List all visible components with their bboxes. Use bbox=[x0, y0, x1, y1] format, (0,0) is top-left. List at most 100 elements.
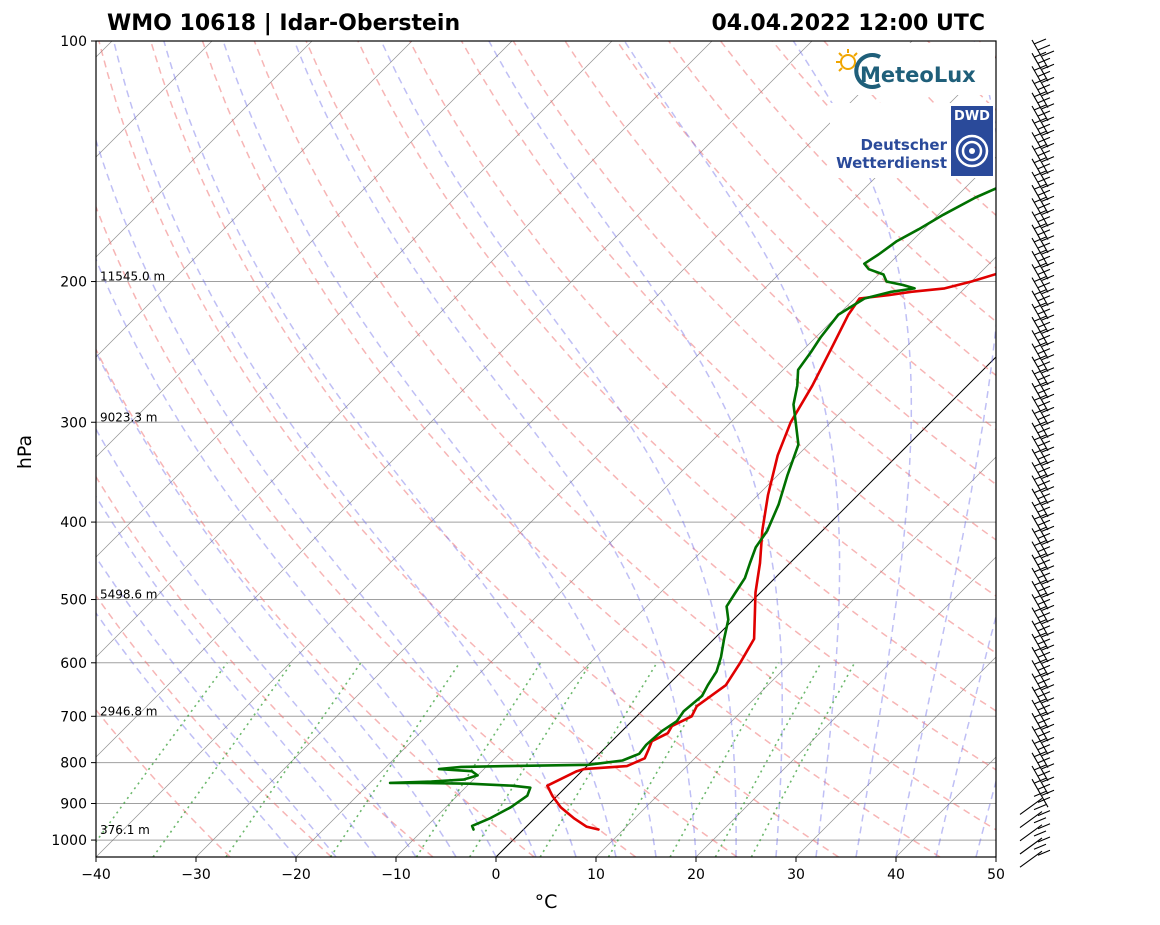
wind-barb bbox=[1031, 738, 1055, 768]
dry-adiabat bbox=[149, 41, 840, 857]
dwd-badge-text: DWD bbox=[954, 109, 990, 124]
wind-barb bbox=[1031, 606, 1055, 636]
wind-barb bbox=[1031, 764, 1055, 795]
x-axis-label: °C bbox=[535, 891, 558, 913]
wind-barb bbox=[1031, 91, 1055, 122]
mixing-ratio-line bbox=[225, 662, 362, 857]
wind-barb bbox=[1031, 38, 1055, 69]
wind-barb bbox=[1031, 64, 1055, 95]
wind-barb bbox=[1031, 698, 1055, 729]
wind-barb bbox=[1031, 632, 1055, 663]
wind-barb bbox=[1019, 790, 1051, 815]
meteolux-logo: MeteoLux bbox=[830, 43, 995, 95]
isotherm bbox=[395, 256, 996, 857]
x-tick-label: −30 bbox=[181, 867, 211, 883]
y-tick-label: 600 bbox=[60, 656, 87, 672]
dry-adiabat bbox=[201, 41, 941, 857]
moist-adiabat bbox=[96, 495, 377, 857]
moist-adiabat bbox=[96, 555, 337, 857]
spiral-icon bbox=[955, 134, 989, 168]
isotherm bbox=[96, 41, 813, 758]
wind-barb bbox=[1031, 355, 1055, 386]
y-tick-label: 400 bbox=[60, 515, 87, 531]
profiles bbox=[388, 187, 996, 831]
height-labels: 11545.0 m 9023.3 m 5498.6 m 2946.8 m 376.1 m bbox=[100, 270, 165, 837]
y-tick-label: 800 bbox=[60, 756, 87, 772]
wind-barb bbox=[1031, 104, 1055, 135]
station-title: WMO 10618 | Idar-Oberstein bbox=[107, 11, 460, 36]
plot-frame bbox=[95, 40, 997, 858]
dwd-line1: Deutscher bbox=[860, 136, 947, 154]
y-tick-label: 900 bbox=[60, 797, 87, 813]
dry-adiabat bbox=[460, 41, 996, 597]
height-label: 9023.3 m bbox=[100, 410, 158, 424]
height-label: 2946.8 m bbox=[100, 704, 158, 718]
isotherm bbox=[96, 41, 713, 658]
dry-adiabat bbox=[978, 41, 996, 59]
mixing-ratio-line bbox=[415, 662, 542, 857]
wind-barb bbox=[1031, 170, 1055, 201]
wind-barb bbox=[1031, 342, 1055, 372]
height-label: 11545.0 m bbox=[100, 270, 165, 284]
dry-adiabat bbox=[96, 205, 637, 857]
moist-adiabat bbox=[380, 41, 737, 857]
height-label: 5498.6 m bbox=[100, 588, 158, 602]
wind-barb bbox=[1031, 51, 1055, 82]
wind-barb bbox=[1031, 183, 1055, 214]
isotherm bbox=[995, 856, 996, 857]
mixing-ratio-line bbox=[96, 662, 228, 844]
thermo-background bbox=[0, 41, 996, 857]
y-tick-label: 200 bbox=[60, 275, 87, 291]
wind-barb bbox=[1031, 289, 1055, 320]
x-tick-label: 10 bbox=[587, 867, 605, 883]
dry-adiabat bbox=[409, 41, 996, 654]
wind-barb bbox=[1031, 619, 1055, 650]
isotherm bbox=[96, 41, 913, 857]
wind-barb bbox=[1031, 262, 1055, 293]
isotherm bbox=[595, 456, 996, 857]
wind-barb bbox=[1031, 236, 1055, 267]
x-tick-label: 20 bbox=[687, 867, 705, 883]
wind-barb bbox=[1031, 276, 1055, 306]
x-tick-label: −40 bbox=[81, 867, 111, 883]
mixing-ratio-line bbox=[539, 662, 658, 857]
moist-adiabat bbox=[96, 137, 537, 857]
moist-adiabat bbox=[96, 427, 417, 857]
wind-barb bbox=[1031, 78, 1055, 108]
y-axis: 100 200 300 400 500 600 700 800 900 1000 bbox=[51, 34, 96, 849]
isotherm bbox=[96, 41, 313, 258]
wind-barb bbox=[1031, 157, 1055, 188]
wind-barb bbox=[1031, 381, 1055, 412]
isotherm bbox=[0, 41, 12, 857]
wind-barb bbox=[1031, 368, 1055, 399]
datetime-title: 04.04.2022 12:00 UTC bbox=[711, 11, 985, 36]
isotherm bbox=[96, 41, 613, 558]
wind-barb bbox=[1031, 672, 1055, 702]
wind-barb bbox=[1031, 500, 1055, 531]
wind-barbs bbox=[1019, 38, 1055, 868]
mixing-ratio-line bbox=[669, 662, 780, 857]
wind-barb bbox=[1031, 302, 1055, 333]
wind-barb bbox=[1031, 579, 1055, 610]
wind-barb bbox=[1031, 658, 1055, 689]
mixing-ratio-line bbox=[329, 662, 461, 857]
sun-icon bbox=[836, 49, 858, 72]
moist-adiabat bbox=[112, 41, 577, 857]
dwd-logo: DWD Deutscher Wetterdienst bbox=[830, 103, 995, 178]
wind-barb bbox=[1031, 711, 1055, 742]
isotherm bbox=[96, 41, 413, 358]
isotherm bbox=[96, 41, 513, 458]
isotherm bbox=[795, 656, 996, 857]
moist-adiabat bbox=[96, 257, 497, 857]
moist-adiabat bbox=[488, 41, 783, 857]
y-tick-label: 100 bbox=[60, 34, 87, 50]
wind-barb bbox=[1031, 130, 1055, 161]
x-tick-label: −10 bbox=[381, 867, 411, 883]
wind-barb bbox=[1019, 830, 1051, 855]
mixing-ratio-line bbox=[714, 662, 822, 857]
wind-barb bbox=[1031, 777, 1055, 808]
dry-adiabat bbox=[253, 41, 996, 831]
wind-barb bbox=[1031, 144, 1055, 174]
y-tick-label: 1000 bbox=[51, 833, 87, 849]
dry-adiabat bbox=[564, 41, 996, 486]
